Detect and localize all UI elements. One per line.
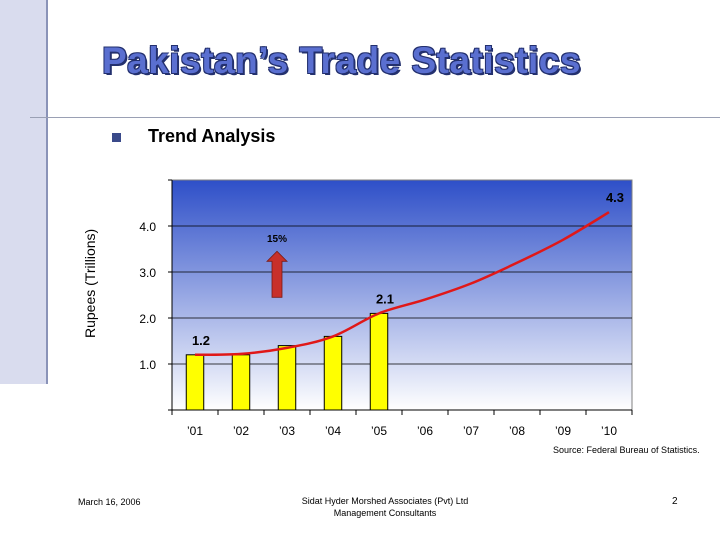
x-tick-label: ’05 — [371, 424, 387, 438]
growth-annotation: 15% — [267, 234, 287, 245]
title-underline — [30, 117, 720, 118]
bar — [277, 345, 297, 411]
data-label: 4.3 — [606, 190, 624, 205]
company-name: Sidat Hyder Morshed Associates (Pvt) Ltd — [301, 496, 469, 506]
x-tick-label: ’10 — [601, 424, 617, 438]
source-note: Source: Federal Bureau of Statistics. — [553, 445, 700, 455]
x-tick-label: ’04 — [325, 424, 341, 438]
y-tick-label: 2.0 — [139, 312, 156, 326]
footer-date: March 16, 2006 — [78, 497, 141, 507]
x-tick-label: ’06 — [417, 424, 433, 438]
bar — [231, 354, 251, 411]
bullet-square-icon — [112, 133, 121, 142]
x-tick-label: ’08 — [509, 424, 525, 438]
bar — [323, 335, 343, 411]
x-tick-label: ’03 — [279, 424, 295, 438]
y-tick-label: 4.0 — [139, 220, 156, 234]
x-tick-label: ’02 — [233, 424, 249, 438]
company-subtitle: Management Consultants — [333, 508, 437, 518]
x-tick-label: ’09 — [555, 424, 571, 438]
side-decoration — [0, 0, 46, 384]
slide-title: Pakistan’s Trade Statistics — [102, 40, 581, 81]
bar — [369, 312, 389, 411]
y-tick-label: 3.0 — [139, 266, 156, 280]
trend-line — [194, 211, 610, 357]
x-tick-label: ’01 — [187, 424, 203, 438]
footer-company: Sidat Hyder Morshed Associates (Pvt) Ltd… — [260, 495, 510, 519]
side-decoration-line — [46, 0, 48, 384]
y-tick-label: 1.0 — [139, 358, 156, 372]
data-label: 2.1 — [376, 291, 394, 306]
growth-arrow-icon — [266, 250, 288, 298]
page-number: 2 — [672, 496, 678, 507]
bar — [185, 354, 205, 411]
x-tick-label: ’07 — [463, 424, 479, 438]
bullet-text: Trend Analysis — [148, 126, 276, 146]
data-label: 1.2 — [192, 333, 210, 348]
